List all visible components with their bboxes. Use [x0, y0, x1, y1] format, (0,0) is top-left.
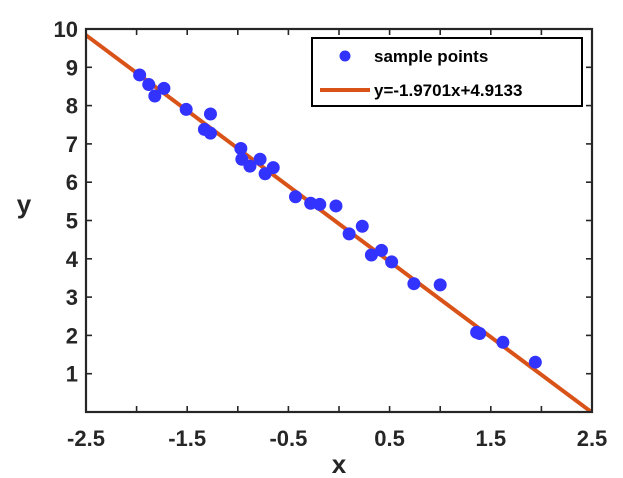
y-axis-label: y: [17, 189, 32, 219]
legend: sample points y=-1.9701x+4.9133: [311, 37, 583, 107]
x-tick-label: -1.5: [168, 426, 206, 451]
data-point: [433, 278, 447, 292]
y-tick-label: 1: [66, 362, 78, 387]
legend-label-sample-points: sample points: [374, 47, 488, 66]
data-point: [234, 141, 248, 155]
data-point: [364, 248, 378, 262]
data-point: [329, 199, 343, 213]
y-tick-label: 7: [66, 132, 78, 157]
x-tick-label: 0.5: [374, 426, 405, 451]
data-point: [203, 107, 217, 121]
data-point: [355, 219, 369, 233]
data-point: [179, 102, 193, 116]
legend-box: [311, 37, 583, 107]
x-tick-label: 1.5: [476, 426, 507, 451]
y-tick-label: 10: [54, 17, 78, 42]
data-point: [157, 81, 171, 95]
data-point: [313, 197, 327, 211]
y-tick-label: 3: [66, 285, 78, 310]
y-tick-label: 2: [66, 323, 78, 348]
data-point: [496, 335, 510, 349]
y-tick-label: 8: [66, 94, 78, 119]
y-tick-label: 9: [66, 55, 78, 80]
y-tick-label: 5: [66, 209, 78, 234]
data-point: [528, 355, 542, 369]
legend-marker-sample-points: [339, 50, 351, 62]
data-point: [473, 326, 487, 340]
data-point: [133, 68, 147, 82]
x-tick-label: -2.5: [67, 426, 105, 451]
x-tick-label: 2.5: [577, 426, 608, 451]
data-point: [148, 89, 162, 103]
y-tick-label: 6: [66, 170, 78, 195]
x-tick-label: -0.5: [269, 426, 307, 451]
y-tick-label: 4: [66, 247, 79, 272]
fit-line: [86, 33, 592, 412]
data-point: [342, 227, 356, 241]
data-point: [288, 190, 302, 204]
x-axis-label: x: [332, 449, 347, 478]
data-point: [203, 126, 217, 140]
data-point: [253, 152, 267, 166]
data-point: [375, 243, 389, 257]
data-point: [142, 78, 156, 92]
data-point: [407, 277, 421, 291]
legend-label-fit: y=-1.9701x+4.9133: [374, 81, 522, 100]
data-point: [266, 161, 280, 175]
data-point: [243, 159, 257, 173]
data-point: [385, 255, 399, 269]
